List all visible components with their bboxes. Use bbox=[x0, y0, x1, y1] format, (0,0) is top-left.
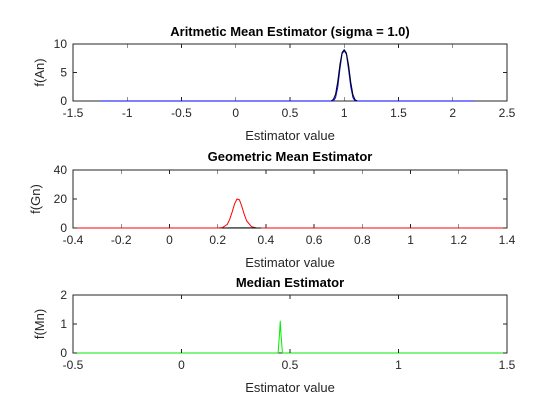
y-tick-label: 5 bbox=[60, 66, 67, 80]
x-tick-label: -0.5 bbox=[63, 358, 84, 372]
y-tick-label: 0 bbox=[60, 221, 67, 235]
ticks-layer: -0.4 -0.2 0 0.2 0.4 0.6 0.8 1 1.2 1.4 0 20 40 bbox=[54, 163, 516, 247]
x-tick-label: -0.2 bbox=[111, 233, 132, 247]
chart-title: Median Estimator bbox=[236, 275, 344, 290]
y-axis-label: f(Gn) bbox=[28, 184, 43, 214]
x-tick-label: 0 bbox=[166, 233, 173, 247]
y-tick-label: 0 bbox=[60, 94, 67, 108]
x-tick-label: 0.8 bbox=[354, 233, 371, 247]
ticks-layer: -1.5 -1 -0.5 0 0.5 1 1.5 2 2.5 0 5 10 bbox=[54, 37, 516, 120]
series-line-1 bbox=[73, 320, 507, 354]
x-tick-label: 0.4 bbox=[258, 233, 275, 247]
chart-title: Geometric Mean Estimator bbox=[208, 149, 373, 164]
x-tick-label: -0.4 bbox=[63, 233, 84, 247]
x-tick-label: 2.5 bbox=[499, 106, 516, 120]
x-tick-label: 1.5 bbox=[499, 358, 516, 372]
y-tick-label: 10 bbox=[54, 37, 68, 51]
subplot-geometric-mean: Geometric Mean Estimator -0.4 -0.2 0 0.2 0.4… bbox=[28, 149, 516, 270]
subplot-arithmetic-mean: Aritmetic Mean Estimator (sigma = 1.0) -… bbox=[32, 24, 516, 143]
x-tick-label: 1.2 bbox=[450, 233, 467, 247]
axes-frame bbox=[72, 43, 508, 102]
x-axis-label: Estimator value bbox=[245, 128, 335, 143]
y-tick-label: 40 bbox=[54, 163, 68, 177]
x-tick-label: 0 bbox=[232, 106, 239, 120]
x-tick-label: 0.5 bbox=[282, 106, 299, 120]
series-layer bbox=[73, 198, 507, 229]
series-layer bbox=[73, 320, 507, 354]
y-tick-label: 1 bbox=[60, 317, 67, 331]
x-tick-label: 0.5 bbox=[282, 358, 299, 372]
x-tick-label: 0.6 bbox=[306, 233, 323, 247]
x-tick-label: 1 bbox=[341, 106, 348, 120]
series-line-1 bbox=[73, 198, 507, 229]
x-axis-label: Estimator value bbox=[245, 380, 335, 395]
x-tick-label: 1.4 bbox=[499, 233, 516, 247]
axes-frame bbox=[72, 169, 508, 229]
chart-title: Aritmetic Mean Estimator (sigma = 1.0) bbox=[170, 24, 410, 39]
x-axis-label: Estimator value bbox=[245, 255, 335, 270]
y-axis-label: f(Mn) bbox=[32, 309, 47, 339]
x-tick-label: -0.5 bbox=[171, 106, 192, 120]
x-tick-label: 1 bbox=[395, 358, 402, 372]
x-tick-label: 2 bbox=[449, 106, 456, 120]
y-tick-label: 0 bbox=[60, 346, 67, 360]
series-layer bbox=[100, 49, 475, 102]
series-line-2 bbox=[330, 49, 358, 102]
x-tick-label: -1 bbox=[122, 106, 133, 120]
axes-frame bbox=[72, 294, 508, 354]
x-tick-label: -1.5 bbox=[63, 106, 84, 120]
y-tick-label: 2 bbox=[60, 288, 67, 302]
x-tick-label: 1.5 bbox=[390, 106, 407, 120]
x-tick-label: 0 bbox=[178, 358, 185, 372]
x-tick-label: 0.2 bbox=[209, 233, 226, 247]
y-axis-label: f(An) bbox=[32, 58, 47, 86]
x-tick-label: 1 bbox=[407, 233, 414, 247]
y-tick-label: 20 bbox=[54, 192, 68, 206]
